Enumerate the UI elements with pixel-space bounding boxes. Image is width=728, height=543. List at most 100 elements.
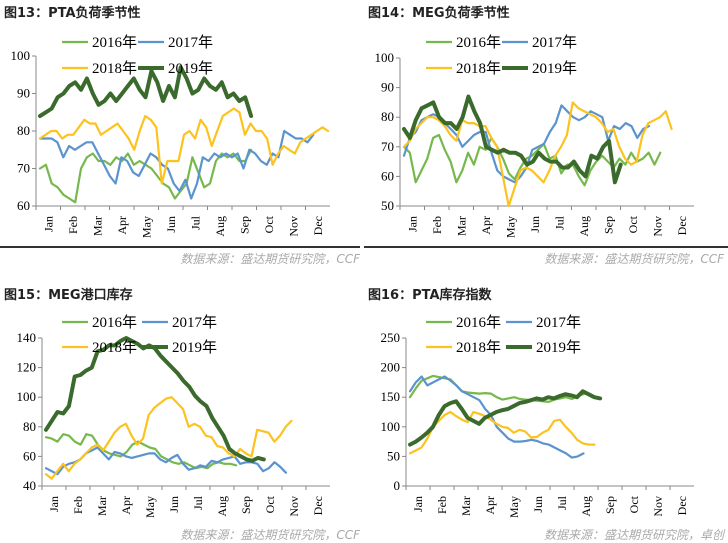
x-tick-label: Oct xyxy=(627,495,641,513)
x-tick-label: Mar xyxy=(90,216,104,236)
y-tick-label: 140 xyxy=(17,330,37,345)
y-tick-label: 80 xyxy=(23,419,36,434)
legend-label: 2019年 xyxy=(168,60,213,77)
legend-label: 2018年 xyxy=(92,339,137,356)
x-tick-label: Nov xyxy=(287,496,301,517)
x-tick-label: Jul xyxy=(552,215,566,230)
x-tick-label: Apr xyxy=(483,496,497,515)
x-tick-label: Sep xyxy=(603,496,617,514)
chart-panel-meg-load: 图14：MEG负荷季节性 50 60 70 80 90 100 Jan Feb Mar Apr Ma… xyxy=(364,0,728,272)
x-tick-label: Jul xyxy=(191,495,205,510)
y-tick-label: 60 xyxy=(17,198,30,213)
x-tick-label: Jun xyxy=(164,216,178,233)
chart-title: 图13：PTA负荷季节性 xyxy=(4,6,141,21)
legend-label: 2017年 xyxy=(172,314,217,331)
x-tick-label: Dec xyxy=(311,496,325,515)
x-tick-label: Apr xyxy=(479,216,493,235)
x-tick-label: Sep xyxy=(601,216,615,234)
chart-svg: 50 60 70 80 90 100 Jan Feb Mar Apr May Jun Jul Aug Sep… xyxy=(375,34,694,238)
x-tick-label: Jan xyxy=(47,496,61,512)
y-tick-label: 100 xyxy=(17,389,37,404)
series-line-2019 xyxy=(408,389,603,447)
legend-label: 2016年 xyxy=(92,314,137,331)
legend-label: 2017年 xyxy=(532,34,577,51)
series-line-2017 xyxy=(38,129,315,200)
x-tick-label: May xyxy=(503,216,517,238)
legend-label: 2019年 xyxy=(536,339,581,356)
source-note: 数据来源：盛达期货研究院，CCF xyxy=(180,528,360,542)
source-note: 数据来源：盛达期货研究院，卓创 xyxy=(543,528,724,542)
legend-label: 2017年 xyxy=(168,34,213,51)
chart-svg: 40 60 80 100 120 140 Jan Feb Mar Apr May Jun Jul Aug S… xyxy=(17,314,330,518)
legend-label: 2019年 xyxy=(172,339,217,356)
x-tick-label: Dec xyxy=(311,216,325,235)
legend-label: 2018年 xyxy=(456,60,501,77)
series-line-2018 xyxy=(44,396,293,480)
x-tick-label: Mar xyxy=(95,496,109,516)
x-tick-label: Sep xyxy=(239,496,253,514)
x-tick-label: Oct xyxy=(263,495,277,513)
chart-panel-meg-port-inventory: 图15：MEG港口库存 40 60 80 100 120 140 Jan Feb Mar Apr M… xyxy=(0,272,364,543)
legend-label: 2019年 xyxy=(532,60,577,77)
x-tick-label: Feb xyxy=(71,496,85,514)
y-tick-label: 60 xyxy=(23,448,36,463)
chart-title: 图14：MEG负荷季节性 xyxy=(368,6,510,21)
x-tick-label: Nov xyxy=(650,216,664,237)
y-tick-label: 60 xyxy=(381,168,394,183)
x-tick-label: Mar xyxy=(459,496,473,516)
source-note: 数据来源：盛达期货研究院，CCF xyxy=(544,252,724,266)
y-tick-label: 80 xyxy=(17,123,30,138)
series-line-2018 xyxy=(402,101,673,208)
x-tick-label: Feb xyxy=(435,496,449,514)
series-line-2016 xyxy=(402,133,662,187)
x-tick-label: Apr xyxy=(115,216,129,235)
legend-label: 2017年 xyxy=(536,314,581,331)
y-tick-label: 80 xyxy=(381,109,394,124)
y-tick-label: 40 xyxy=(23,478,36,493)
y-tick-label: 150 xyxy=(381,389,401,404)
x-tick-label: Jan xyxy=(411,496,425,512)
x-tick-label: Sep xyxy=(237,216,251,234)
x-tick-label: Aug xyxy=(577,216,591,237)
legend-label: 2016年 xyxy=(456,34,501,51)
x-tick-label: Jul xyxy=(555,495,569,510)
x-tick-label: Oct xyxy=(262,215,276,233)
x-tick-label: May xyxy=(507,496,521,518)
y-tick-label: 120 xyxy=(17,360,37,375)
y-tick-label: 200 xyxy=(381,360,401,375)
source-note: 数据来源：盛达期货研究院，CCF xyxy=(180,252,360,266)
y-tick-label: 100 xyxy=(11,48,31,63)
y-tick-label: 70 xyxy=(17,161,30,176)
x-tick-label: May xyxy=(139,216,153,238)
y-tick-label: 0 xyxy=(394,478,401,493)
series-line-2017 xyxy=(408,375,585,459)
x-tick-label: Feb xyxy=(66,216,80,234)
y-tick-label: 250 xyxy=(381,330,401,345)
y-tick-label: 50 xyxy=(387,448,400,463)
series-line-2018 xyxy=(408,410,596,455)
legend-label: 2018年 xyxy=(92,60,137,77)
x-tick-label: Jan xyxy=(41,216,55,232)
x-tick-label: Aug xyxy=(215,496,229,517)
legend-label: 2016年 xyxy=(92,34,137,51)
x-tick-label: Jul xyxy=(188,215,202,230)
series-line-2018 xyxy=(38,107,330,185)
x-tick-label: Aug xyxy=(213,216,227,237)
chart-svg: 60 70 80 90 100 Jan Feb Mar Apr May Jun Jul Aug Sep Oc… xyxy=(11,34,330,238)
legend-label: 2018年 xyxy=(456,339,501,356)
x-tick-label: Jan xyxy=(405,216,419,232)
y-tick-label: 100 xyxy=(381,419,401,434)
divider-rule xyxy=(364,246,728,248)
y-tick-label: 100 xyxy=(375,50,395,65)
x-tick-label: Apr xyxy=(119,496,133,515)
series-line-2019 xyxy=(402,94,623,185)
chart-title: 图15：MEG港口库存 xyxy=(4,288,133,303)
y-tick-label: 90 xyxy=(381,80,394,95)
x-tick-label: Jun xyxy=(167,496,181,513)
chart-title: 图16：PTA库存指数 xyxy=(368,288,492,303)
x-tick-label: Feb xyxy=(430,216,444,234)
chart-panel-pta-inventory-index: 图16：PTA库存指数 0 50 100 150 200 250 Jan Feb Mar Apr M… xyxy=(364,272,728,543)
x-tick-label: Nov xyxy=(286,216,300,237)
x-tick-label: Jun xyxy=(528,216,542,233)
x-tick-label: Mar xyxy=(454,216,468,236)
